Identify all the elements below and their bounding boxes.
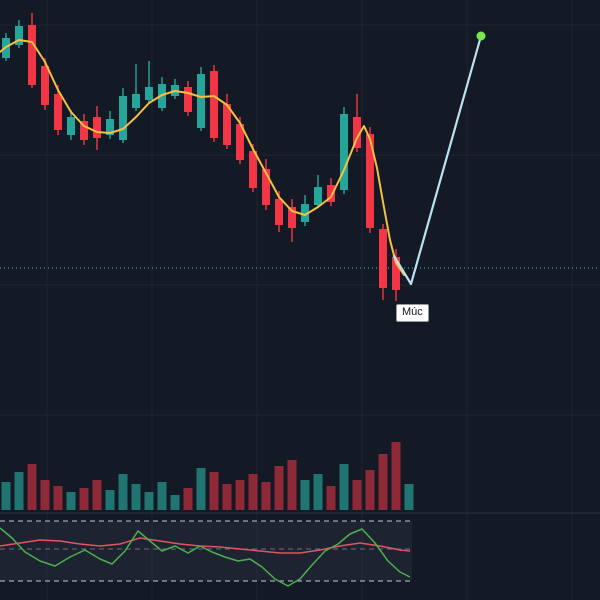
candle-body [184,87,192,112]
volume-bar [196,468,206,510]
volume-bar [1,482,11,510]
volume-bar [404,484,414,510]
candle-body [67,117,75,135]
candle-body [340,114,348,190]
volume-bar [261,482,271,510]
candle-body [106,119,114,135]
candle-body [15,26,23,45]
volume-bar [170,495,180,510]
volume-bar [144,492,154,510]
volume-bar [274,466,284,510]
projection-drawing[interactable] [392,31,486,286]
candle-body [41,66,49,105]
volume-bar [66,492,76,510]
candle-body [379,229,387,288]
candle-body [353,117,361,148]
volume-bar [27,464,37,510]
candle-body [93,117,101,138]
candle-body [262,169,270,205]
candle-body [327,185,335,202]
candle-body [197,74,205,128]
volume-histogram [1,442,414,510]
volume-bar [300,480,310,510]
volume-bar [14,472,24,510]
volume-bar [222,484,232,510]
volume-bar [352,480,362,510]
volume-bar [365,470,375,510]
volume-bar [378,454,388,510]
candle-body [210,71,218,138]
candle-body [275,199,283,225]
volume-bar [313,474,323,510]
projection-line[interactable] [392,34,483,286]
oscillator-panel [0,512,600,587]
candle-body [366,134,374,228]
volume-bar [40,480,50,510]
candlestick-series [2,13,400,301]
volume-bar [326,486,336,510]
muc-label[interactable]: Múc [396,304,429,322]
volume-bar [105,490,115,510]
volume-bar [183,488,193,510]
volume-bar [79,488,89,510]
volume-bar [209,472,219,510]
candle-body [249,151,257,188]
oscillator-red-line [0,537,411,554]
oscillator-green-line [0,527,411,587]
volume-bar [339,464,349,510]
candle-body [314,187,322,205]
volume-bar [287,460,297,510]
volume-bar [391,442,401,510]
candle-body [28,25,36,85]
volume-bar [235,480,245,510]
candle-body [80,121,88,140]
candle-body [288,207,296,228]
candle-body [54,94,62,130]
candle-body [119,96,127,140]
candle-body [132,94,140,108]
volume-bar [157,482,167,510]
volume-bar [92,480,102,510]
candle-body [392,257,400,290]
candle-body [145,87,153,100]
oscillator-band-fill [0,521,412,581]
candle-body [236,124,244,160]
volume-bar [131,484,141,510]
projection-endpoint-dot[interactable] [476,31,486,41]
moving-average-line [0,39,405,276]
moving-average-polyline [0,39,405,276]
volume-bar [118,474,128,510]
candle-body [301,204,309,222]
candle-body [223,104,231,145]
volume-bar [248,474,258,510]
volume-bar [53,486,63,510]
